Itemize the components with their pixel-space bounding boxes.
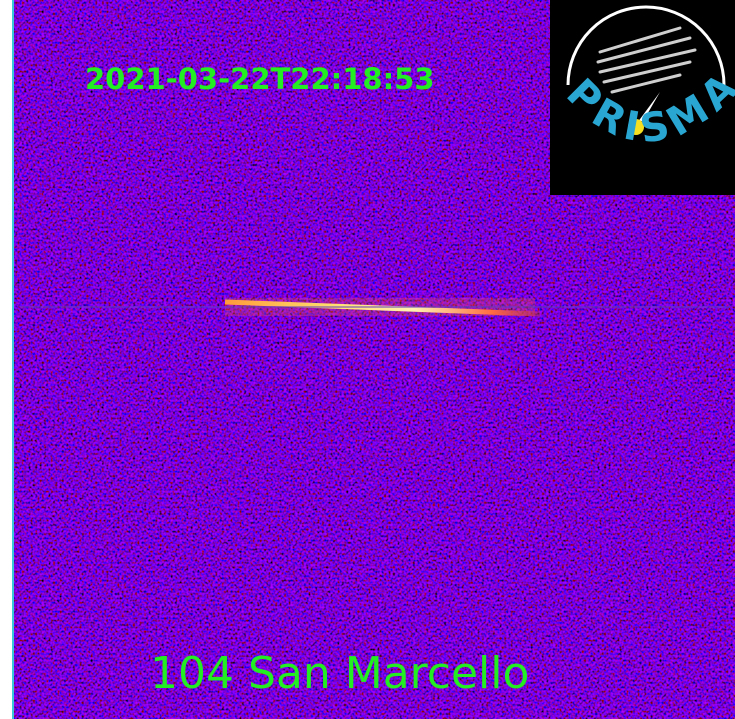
left-border bbox=[0, 0, 12, 719]
prisma-logo: PRISMA bbox=[550, 0, 735, 195]
station-name: 104 San Marcello bbox=[150, 648, 529, 699]
logo-meteor bbox=[628, 119, 644, 135]
left-edge bbox=[12, 0, 14, 719]
logo-arc bbox=[566, 5, 726, 86]
timestamp: 2021-03-22T22:18:53 bbox=[85, 62, 435, 96]
logo-streaks bbox=[596, 26, 697, 94]
